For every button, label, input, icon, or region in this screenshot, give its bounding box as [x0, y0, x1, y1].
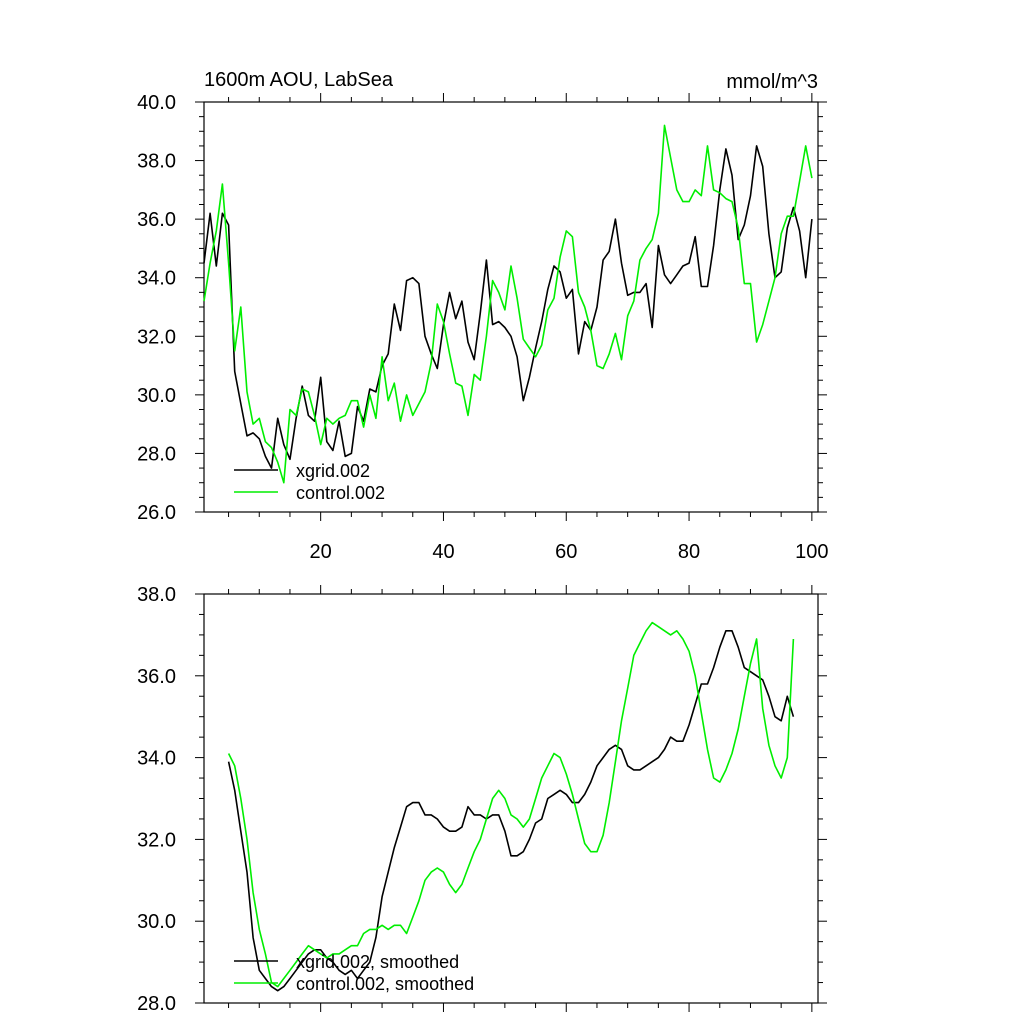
- y-tick-label: 36.0: [137, 209, 176, 231]
- y-tick-label: 28.0: [137, 993, 176, 1015]
- y-tick-label: 36.0: [137, 666, 176, 688]
- x-tick-label: 60: [555, 541, 577, 563]
- series-line-0: [203, 145, 813, 469]
- chart-bottom-smoothed-aou: 28.0 30.0 32.0 34.0 36.0 38.0 xgrid.002, smoot…: [137, 584, 827, 1015]
- y-tick-label: 38.0: [137, 151, 176, 173]
- plot-frame: [203, 593, 819, 1004]
- x-tick-label: 80: [678, 541, 700, 563]
- y-tick-label: 32.0: [137, 326, 176, 348]
- chart-top-raw-aou: 20 40 60 80 100 26.0 28.0 30.0 32.0 34.0 36.0 38.0 4…: [137, 69, 828, 563]
- legend-label-1: control.002, smoothed: [296, 974, 474, 994]
- y-tick-label: 32.0: [137, 829, 176, 851]
- y-tick-label: 28.0: [137, 443, 176, 465]
- y-tick-label: 38.0: [137, 584, 176, 606]
- chart-title: 1600m AOU, LabSea: [204, 69, 394, 91]
- y-tick-label: 26.0: [137, 502, 176, 524]
- units-label: mmol/m^3: [726, 71, 818, 93]
- y-tick-label: 40.0: [137, 92, 176, 114]
- legend-label-0: xgrid.002: [296, 461, 370, 481]
- legend-label-0: xgrid.002, smoothed: [296, 952, 459, 972]
- legend-label-1: control.002: [296, 483, 385, 503]
- y-tick-label: 34.0: [137, 748, 176, 770]
- y-tick-label: 30.0: [137, 911, 176, 933]
- y-tick-label: 34.0: [137, 268, 176, 290]
- series-line-1: [203, 124, 813, 484]
- series-line-0: [227, 629, 795, 992]
- x-tick-label: 20: [310, 541, 332, 563]
- x-tick-label: 40: [432, 541, 454, 563]
- x-tick-label: 100: [795, 541, 828, 563]
- plot-frame: [203, 101, 819, 513]
- series-line-1: [227, 621, 795, 988]
- y-tick-label: 30.0: [137, 385, 176, 407]
